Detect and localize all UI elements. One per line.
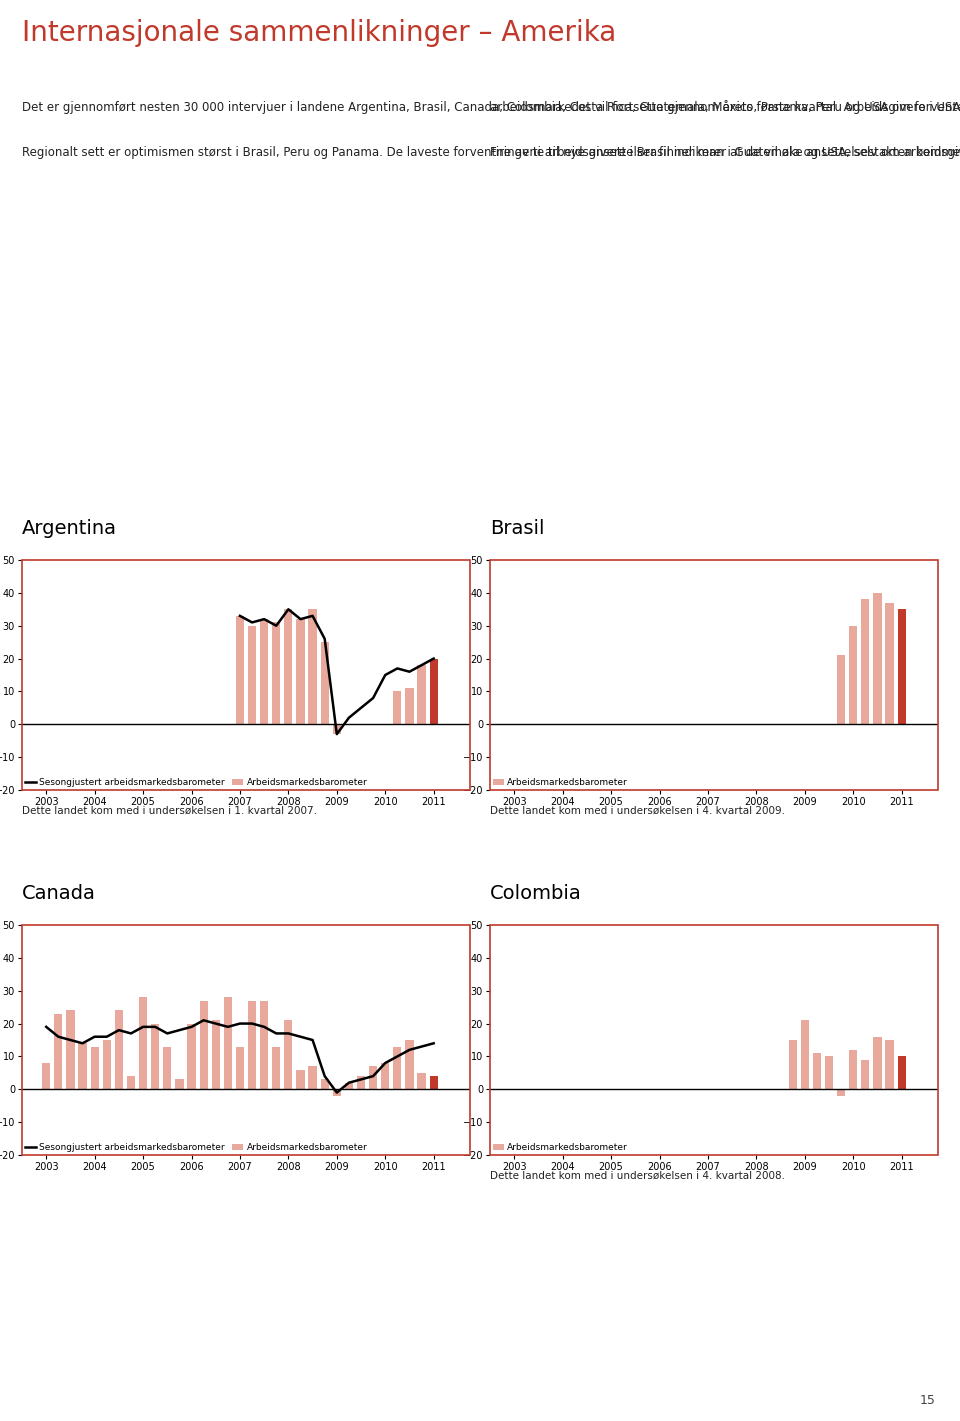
Bar — [308, 1066, 317, 1090]
Bar — [418, 665, 425, 725]
Bar — [429, 658, 438, 725]
Bar — [272, 622, 280, 725]
Text: Colombia: Colombia — [490, 884, 582, 902]
Bar — [115, 1010, 123, 1090]
Text: Dette landet kom med i undersøkelsen i 4. kvartal 2008.: Dette landet kom med i undersøkelsen i 4… — [490, 1171, 785, 1181]
Bar — [260, 1000, 268, 1090]
Bar — [898, 610, 906, 725]
Bar — [801, 1020, 809, 1090]
Bar — [139, 998, 147, 1090]
Bar — [861, 1060, 870, 1090]
Text: Dette landet kom med i undersøkelsen i 4. kvartal 2009.: Dette landet kom med i undersøkelsen i 4… — [490, 806, 785, 816]
Bar — [837, 655, 845, 725]
Bar — [837, 1090, 845, 1096]
Bar — [898, 1056, 906, 1090]
Bar — [874, 593, 881, 725]
Text: Brasil: Brasil — [490, 519, 544, 539]
Bar — [42, 1063, 50, 1090]
Text: Dette landet kom med i undersøkelsen i 1. kvartal 2007.: Dette landet kom med i undersøkelsen i 1… — [22, 806, 317, 816]
Bar — [163, 1047, 172, 1090]
Bar — [850, 1050, 857, 1090]
Bar — [885, 603, 894, 725]
Bar — [187, 1023, 196, 1090]
Legend: Sesongjustert arbeidsmarkedsbarometer, Arbeidsmarkedsbarometer: Sesongjustert arbeidsmarkedsbarometer, A… — [25, 1144, 367, 1152]
Bar — [297, 1070, 304, 1090]
Bar — [321, 642, 329, 725]
Bar — [369, 1066, 377, 1090]
Legend: Arbeidsmarkedsbarometer: Arbeidsmarkedsbarometer — [492, 779, 628, 787]
Bar — [345, 1083, 353, 1090]
Text: Canada: Canada — [22, 884, 96, 902]
Bar — [825, 1056, 833, 1090]
Bar — [850, 625, 857, 725]
Legend: Sesongjustert arbeidsmarkedsbarometer, Arbeidsmarkedsbarometer: Sesongjustert arbeidsmarkedsbarometer, A… — [25, 779, 367, 787]
Bar — [333, 725, 341, 735]
Bar — [284, 610, 293, 725]
Bar — [66, 1010, 75, 1090]
Text: Internasjonale sammenlikninger – Amerika: Internasjonale sammenlikninger – Amerika — [22, 18, 616, 47]
Text: Argentina: Argentina — [22, 519, 117, 539]
Bar — [224, 998, 232, 1090]
Bar — [813, 1053, 821, 1090]
Bar — [394, 692, 401, 725]
Text: arbeidsmarkedet vil fortsette gjennom årets første kvartal. Arbeidsgivere i USA : arbeidsmarkedet vil fortsette gjennom år… — [490, 99, 960, 159]
Bar — [79, 1043, 86, 1090]
Bar — [874, 1037, 881, 1090]
Bar — [127, 1076, 135, 1090]
Bar — [54, 1013, 62, 1090]
Bar — [103, 1040, 110, 1090]
Bar — [297, 620, 304, 725]
Bar — [151, 1023, 159, 1090]
Bar — [176, 1080, 183, 1090]
Bar — [885, 1040, 894, 1090]
Bar — [308, 610, 317, 725]
Legend: Arbeidsmarkedsbarometer: Arbeidsmarkedsbarometer — [492, 1144, 628, 1152]
Bar — [248, 1000, 256, 1090]
Bar — [381, 1063, 390, 1090]
Bar — [357, 1076, 365, 1090]
Bar — [260, 620, 268, 725]
Bar — [321, 1080, 329, 1090]
Bar — [272, 1047, 280, 1090]
Bar — [211, 1020, 220, 1090]
Text: Det er gjennomført nesten 30 000 intervjuer i landene Argentina, Brasil, Canada,: Det er gjennomført nesten 30 000 intervj… — [22, 99, 960, 159]
Bar — [405, 1040, 414, 1090]
Bar — [788, 1040, 797, 1090]
Bar — [405, 688, 414, 725]
Bar — [236, 615, 244, 725]
Bar — [200, 1000, 207, 1090]
Bar — [861, 600, 870, 725]
Bar — [248, 625, 256, 725]
Text: 15: 15 — [920, 1394, 936, 1407]
Bar — [333, 1090, 341, 1096]
Bar — [429, 1076, 438, 1090]
Bar — [236, 1047, 244, 1090]
Bar — [418, 1073, 425, 1090]
Bar — [284, 1020, 293, 1090]
Bar — [394, 1047, 401, 1090]
Bar — [90, 1047, 99, 1090]
